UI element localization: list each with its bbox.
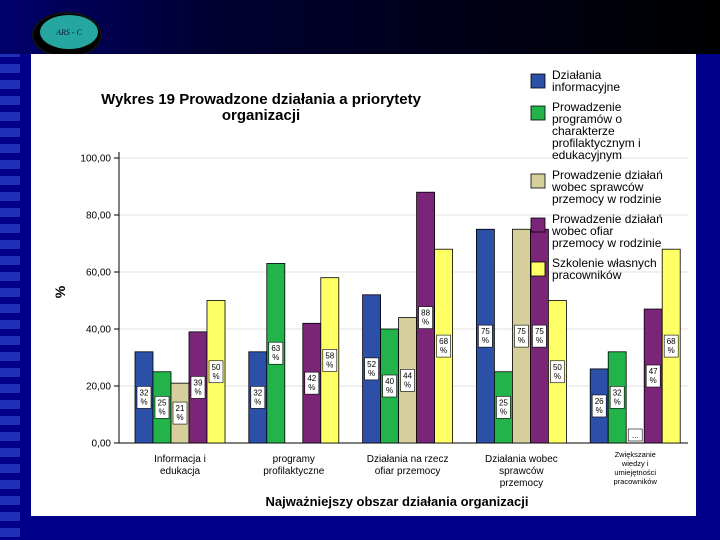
chart-title: Wykres 19 Prowadzone działania a prioryt… (101, 91, 421, 124)
data-label-box (208, 360, 224, 384)
data-label-box (645, 364, 661, 388)
data-label: 50% (553, 363, 562, 381)
legend-label: Działania informacyjne (552, 68, 620, 94)
left-stripe-decoration (0, 0, 20, 540)
data-label-box (400, 368, 415, 392)
data-label-box (418, 306, 433, 329)
data-label: 21% (176, 404, 185, 422)
data-label-box (532, 324, 547, 348)
x-category-label: programy profilaktyczne (263, 454, 325, 477)
legend-label: Prowadzenie programów o charakterze profila… (552, 100, 641, 162)
legend-swatch (530, 173, 546, 189)
data-label-box (136, 386, 152, 409)
data-label-box (154, 396, 170, 419)
legend-swatch (530, 217, 546, 233)
data-label: 32% (140, 388, 149, 406)
data-label: 44% (403, 371, 412, 389)
legend-label: Prowadzenie działań wobec ofiar przemocy w… (551, 212, 663, 250)
legend-label: Szkolenie własnych pracowników (552, 256, 657, 282)
data-label: 75% (517, 327, 526, 345)
data-label-box (304, 371, 320, 395)
data-label: 58% (325, 351, 334, 369)
x-axis-label: Najważniejszy obszar działania organizac… (266, 494, 529, 509)
data-label: 52% (367, 360, 376, 378)
data-label-box (478, 324, 493, 348)
data-label-box (382, 374, 397, 398)
y-tick-label: 20,00 (86, 382, 111, 393)
data-label: 32% (613, 388, 622, 406)
data-label-box (322, 349, 338, 372)
legend-label: Prowadzenie działań wobec sprawców przemoc… (551, 168, 663, 206)
x-category-label: Działania na rzecz ofiar przemocy (367, 454, 449, 477)
y-tick-label: 0,00 (92, 439, 112, 450)
legend-swatch (530, 261, 546, 277)
logo: ARS - C (40, 15, 98, 49)
data-label-box (550, 360, 565, 384)
data-label: 40% (385, 377, 394, 395)
y-axis-label: % (52, 285, 68, 298)
x-category-label: Działania wobec sprawców przemocy (485, 454, 558, 489)
data-label-box (436, 334, 451, 358)
top-band (0, 0, 720, 54)
data-label: 63% (271, 344, 280, 362)
data-label-box (364, 357, 379, 381)
data-label-box (250, 386, 266, 409)
logo-text: ARS - C (56, 27, 82, 37)
legend-swatch (530, 73, 546, 89)
data-label: 25% (499, 398, 508, 416)
data-label: 68% (439, 337, 448, 355)
y-tick-label: 60,00 (86, 268, 111, 279)
data-label-box (609, 386, 625, 409)
data-label: 32% (253, 388, 262, 406)
data-label-box (663, 334, 679, 358)
data-label-box (268, 341, 284, 365)
y-tick-label: 40,00 (86, 325, 111, 336)
data-label-box (514, 324, 529, 348)
data-label: 50% (212, 363, 221, 381)
data-label: 39% (194, 378, 203, 396)
y-tick-label: 100,00 (80, 154, 111, 165)
data-label: 42% (307, 374, 316, 392)
data-label-box (627, 428, 643, 442)
data-label: 26% (595, 397, 604, 415)
x-category-label: Zwiększanie wiedzy i umiejętności pracownik… (614, 450, 658, 486)
data-label: 75% (535, 327, 544, 345)
y-tick-label: 80,00 (86, 211, 111, 222)
data-label-box (496, 396, 511, 419)
data-label-box (591, 394, 607, 418)
data-label: 25% (158, 398, 167, 416)
legend-swatch (530, 105, 546, 121)
data-label: 68% (667, 337, 676, 355)
data-label-box (190, 376, 206, 399)
data-label-box (172, 401, 188, 425)
data-label: ... (632, 431, 639, 440)
data-label: 47% (649, 367, 658, 385)
data-label: 88% (421, 309, 430, 327)
data-label: 75% (481, 327, 490, 345)
x-category-label: Informacja i edukacja (154, 454, 206, 477)
bar-chart: 0,00 20,00 40,00 60,00 80,00 100,00 32 % 32 % 52 % 7… (52, 68, 688, 509)
